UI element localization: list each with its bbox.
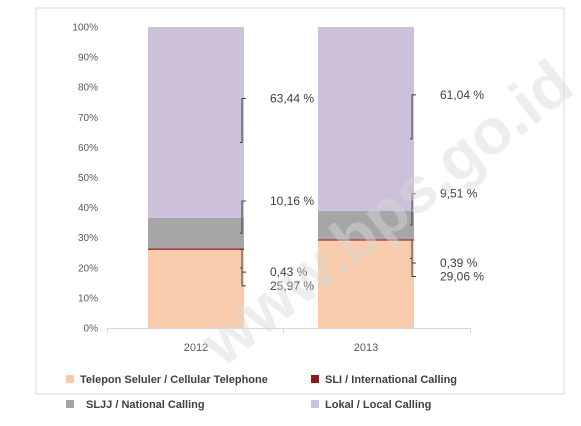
y-tick-label: 20% (78, 263, 98, 274)
y-tick-label: 100% (72, 23, 98, 34)
leader-line (240, 200, 246, 234)
bar-segment (318, 210, 414, 240)
y-tick-label: 10% (78, 293, 98, 304)
bar-segment (148, 217, 244, 249)
leader-line (410, 193, 416, 226)
bar-segment (318, 239, 414, 241)
legend-label: Lokal / Local Calling (325, 399, 431, 411)
y-tick-label: 0% (84, 324, 99, 335)
y-tick-label: 90% (78, 53, 98, 64)
y-tick-label: 40% (78, 203, 98, 214)
legend: Telepon Seluler / Cellular Telephone SLI … (66, 374, 457, 411)
data-label: 0,39 % (440, 256, 478, 270)
legend-label: SLJJ / National Calling (86, 399, 205, 411)
bar-segment (318, 240, 414, 328)
y-tick-label: 30% (78, 233, 98, 244)
legend-swatch (66, 400, 74, 408)
data-label: 10,16 % (270, 194, 314, 208)
legend-swatch (66, 375, 74, 383)
data-label: 0,43 % (270, 265, 308, 279)
bar-segment (148, 249, 244, 328)
data-label: 63,44 % (270, 91, 314, 105)
legend-label: Telepon Seluler / Cellular Telephone (80, 374, 268, 386)
y-tick-label: 70% (78, 113, 98, 124)
plot-area: 0% 10% 20% 30% 40% 50% 60% 70% 80% 90% 100% 2012 201… (72, 23, 484, 355)
y-tick-label: 60% (78, 143, 98, 154)
data-label: 25,97 % (270, 279, 314, 293)
data-label: 61,04 % (440, 88, 484, 102)
y-tick-label: 80% (78, 83, 98, 94)
bar-segment (318, 27, 414, 211)
legend-swatch (311, 375, 319, 383)
x-category-label: 2012 (184, 342, 208, 354)
bar-segment (148, 27, 244, 218)
leader-line (240, 248, 246, 273)
x-category-label: 2013 (354, 342, 378, 354)
leader-line (240, 267, 246, 287)
chart-border (35, 7, 565, 395)
bar-segment (148, 248, 244, 250)
legend-swatch (311, 400, 319, 408)
legend-label: SLI / International Calling (325, 374, 457, 386)
data-label: 9,51 % (440, 187, 478, 201)
leader-line (240, 97, 246, 143)
leader-line (410, 258, 416, 278)
data-label: 29,06 % (440, 270, 484, 284)
leader-line (410, 94, 416, 140)
leader-line (410, 239, 416, 264)
y-tick-label: 50% (78, 173, 98, 184)
